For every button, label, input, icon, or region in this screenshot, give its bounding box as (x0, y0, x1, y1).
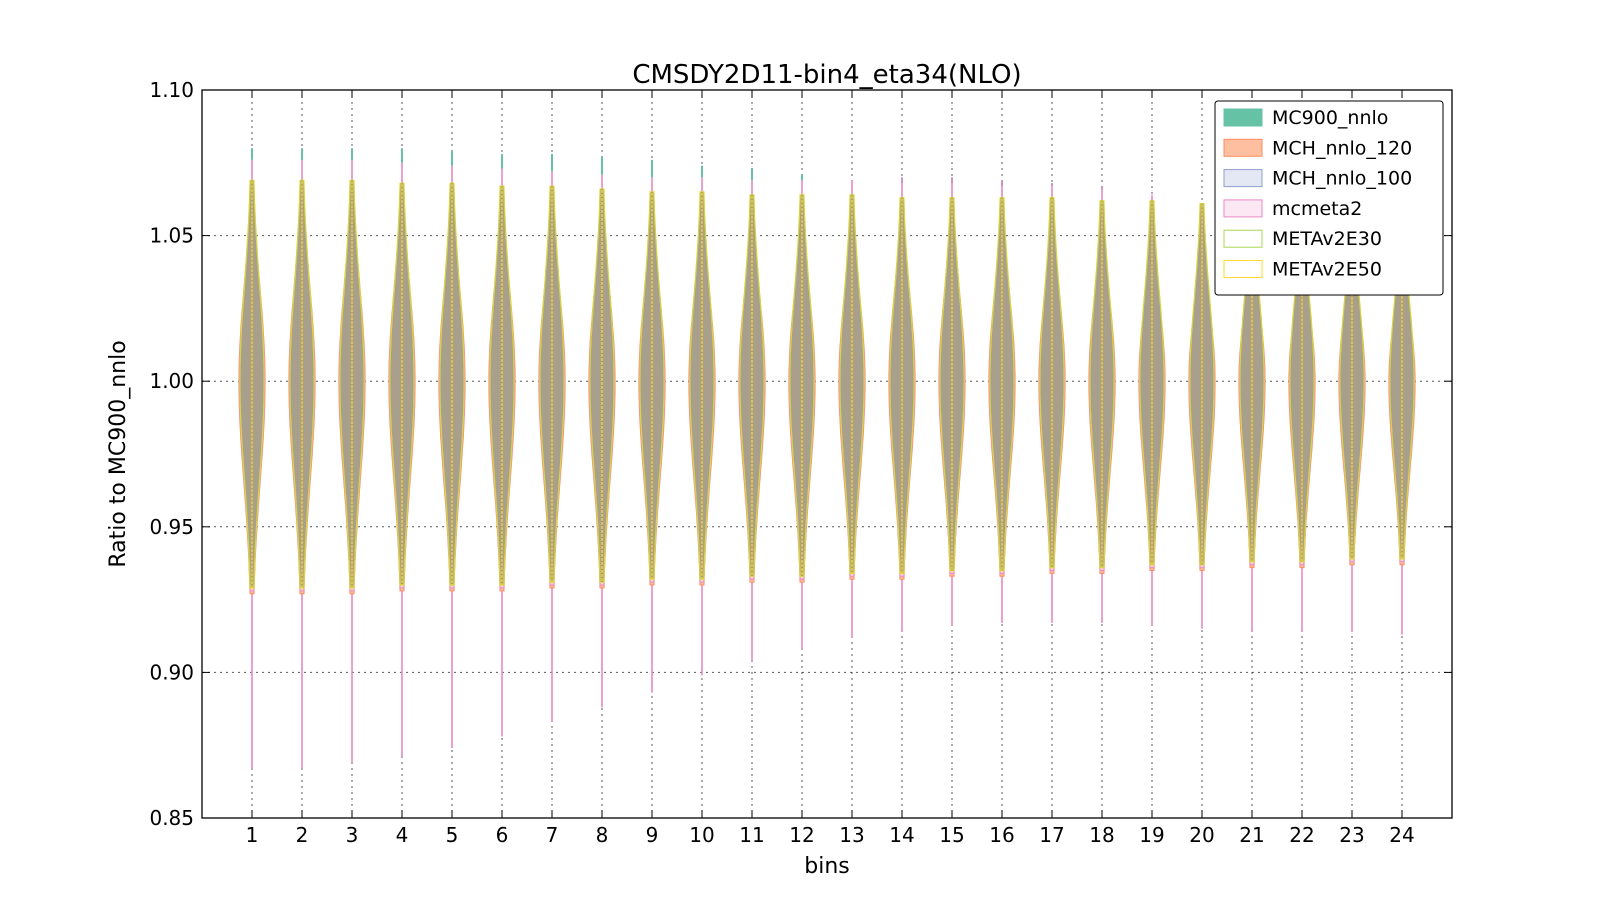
x-tick-label: 13 (839, 823, 864, 847)
violin-metav2e30-outline (989, 197, 1015, 571)
violin-metav2e30-outline (539, 185, 565, 583)
y-tick-label: 1.05 (149, 224, 194, 248)
x-tick-label: 9 (646, 823, 659, 847)
legend-swatch-6 (1223, 260, 1263, 278)
x-tick-label: 23 (1339, 823, 1364, 847)
legend-swatch-5 (1223, 229, 1263, 248)
violin-metav2e30-outline (839, 194, 865, 574)
violin-metav2e30-outline (1139, 200, 1165, 566)
violin-metav2e30-outline (389, 182, 415, 586)
legend-label-3: MCH_nnlo_100 (1272, 168, 1412, 190)
x-tick-label: 6 (496, 823, 509, 847)
x-tick-label: 14 (889, 823, 914, 847)
x-tick-label: 20 (1189, 823, 1214, 847)
violin-bin-20 (1188, 203, 1216, 629)
violin-metav2e30-outline (439, 182, 465, 586)
legend-label-6: METAv2E50 (1272, 259, 1382, 281)
violin-bin-12 (788, 174, 816, 650)
violin-bin-11 (738, 168, 766, 661)
violin-metav2e30-outline (639, 191, 665, 580)
legend-box (1214, 100, 1444, 296)
violin-bin-4 (388, 148, 416, 757)
violin-bin-6 (488, 154, 516, 737)
y-axis-label: Ratio to MC900_nnlo (106, 340, 131, 567)
x-tick-label: 22 (1289, 823, 1314, 847)
violin-metav2e30-outline (889, 197, 915, 574)
legend-label-2: MCH_nnlo_120 (1272, 137, 1412, 159)
y-tick-label: 1.00 (149, 369, 194, 393)
violin-bin-24 (1388, 214, 1416, 635)
violin-metav2e30-outline (239, 179, 265, 589)
violin-metav2e30-outline (1089, 200, 1115, 568)
violin-metav2e30-outline (589, 188, 615, 583)
x-tick-label: 15 (939, 823, 964, 847)
x-tick-label: 4 (396, 823, 409, 847)
violin-bin-1 (238, 148, 266, 769)
legend-swatch-4 (1223, 199, 1263, 218)
violin-bin-18 (1088, 186, 1116, 623)
violin-metav2e30-outline (489, 185, 515, 586)
legend-swatch-2 (1223, 138, 1263, 157)
y-tick-label: 1.10 (149, 78, 194, 102)
violin-bin-5 (438, 151, 466, 749)
x-tick-label: 12 (789, 823, 814, 847)
violin-bin-17 (1038, 183, 1066, 623)
y-tick-label: 0.90 (149, 660, 194, 684)
violin-bin-8 (588, 156, 616, 708)
violin-bin-10 (688, 165, 716, 676)
violin-metav2e30-outline (339, 179, 365, 589)
violin-bin-9 (638, 159, 666, 693)
violin-metav2e30-outline (1039, 197, 1065, 568)
violin-metav2e30-outline (939, 197, 965, 571)
legend-label-1: MC900_nnlo (1272, 107, 1388, 129)
ticks: 0.850.900.951.001.051.101 2 3 4 5 6 7 8 9 10 11 12 1… (149, 78, 1452, 847)
violin-metav2e30-outline (689, 191, 715, 580)
x-tick-label: 18 (1089, 823, 1114, 847)
violin-bin-19 (1138, 194, 1166, 626)
violin-bin-7 (538, 154, 566, 722)
x-tick-label: 5 (446, 823, 459, 847)
x-tick-label: 7 (546, 823, 559, 847)
x-tick-label: 10 (689, 823, 714, 847)
y-tick-label: 0.95 (149, 515, 194, 539)
legend-swatch-1 (1223, 108, 1263, 127)
x-tick-label: 17 (1039, 823, 1064, 847)
y-tick-label: 0.85 (149, 806, 194, 830)
violin-metav2e30-outline (789, 194, 815, 577)
legend-label-4: mcmeta2 (1272, 198, 1362, 220)
violin-bin-22 (1288, 208, 1316, 632)
legend: MC900_nnlo MCH_nnlo_120 MCH_nnlo_100mcmeta… (1214, 100, 1444, 296)
violin-bin-23 (1338, 211, 1366, 632)
violin-bin-2 (288, 148, 316, 769)
chart-title: CMSDY2D11-bin4_eta34(NLO) (632, 60, 1021, 90)
violin-bin-15 (938, 177, 966, 626)
x-tick-label: 1 (246, 823, 259, 847)
violins (238, 148, 1416, 769)
x-tick-label: 3 (346, 823, 359, 847)
x-tick-label: 19 (1139, 823, 1164, 847)
violin-metav2e30-outline (739, 194, 765, 577)
x-tick-label: 16 (989, 823, 1014, 847)
x-tick-label: 24 (1389, 823, 1414, 847)
violin-bin-14 (888, 177, 916, 632)
violin-bin-16 (988, 180, 1016, 623)
plot-frame (201, 89, 1453, 819)
x-tick-label: 2 (296, 823, 309, 847)
x-axis-label: bins (804, 854, 849, 879)
violin-metav2e30-outline (289, 179, 315, 589)
violin-bin-13 (838, 180, 866, 638)
legend-swatch-3 (1223, 169, 1263, 188)
legend-label-5: METAv2E30 (1272, 228, 1382, 250)
x-tick-label: 11 (739, 823, 764, 847)
violin-metav2e30-outline (1189, 203, 1215, 566)
x-tick-label: 8 (596, 823, 609, 847)
x-tick-label: 21 (1239, 823, 1264, 847)
violin-bin-3 (338, 148, 366, 763)
